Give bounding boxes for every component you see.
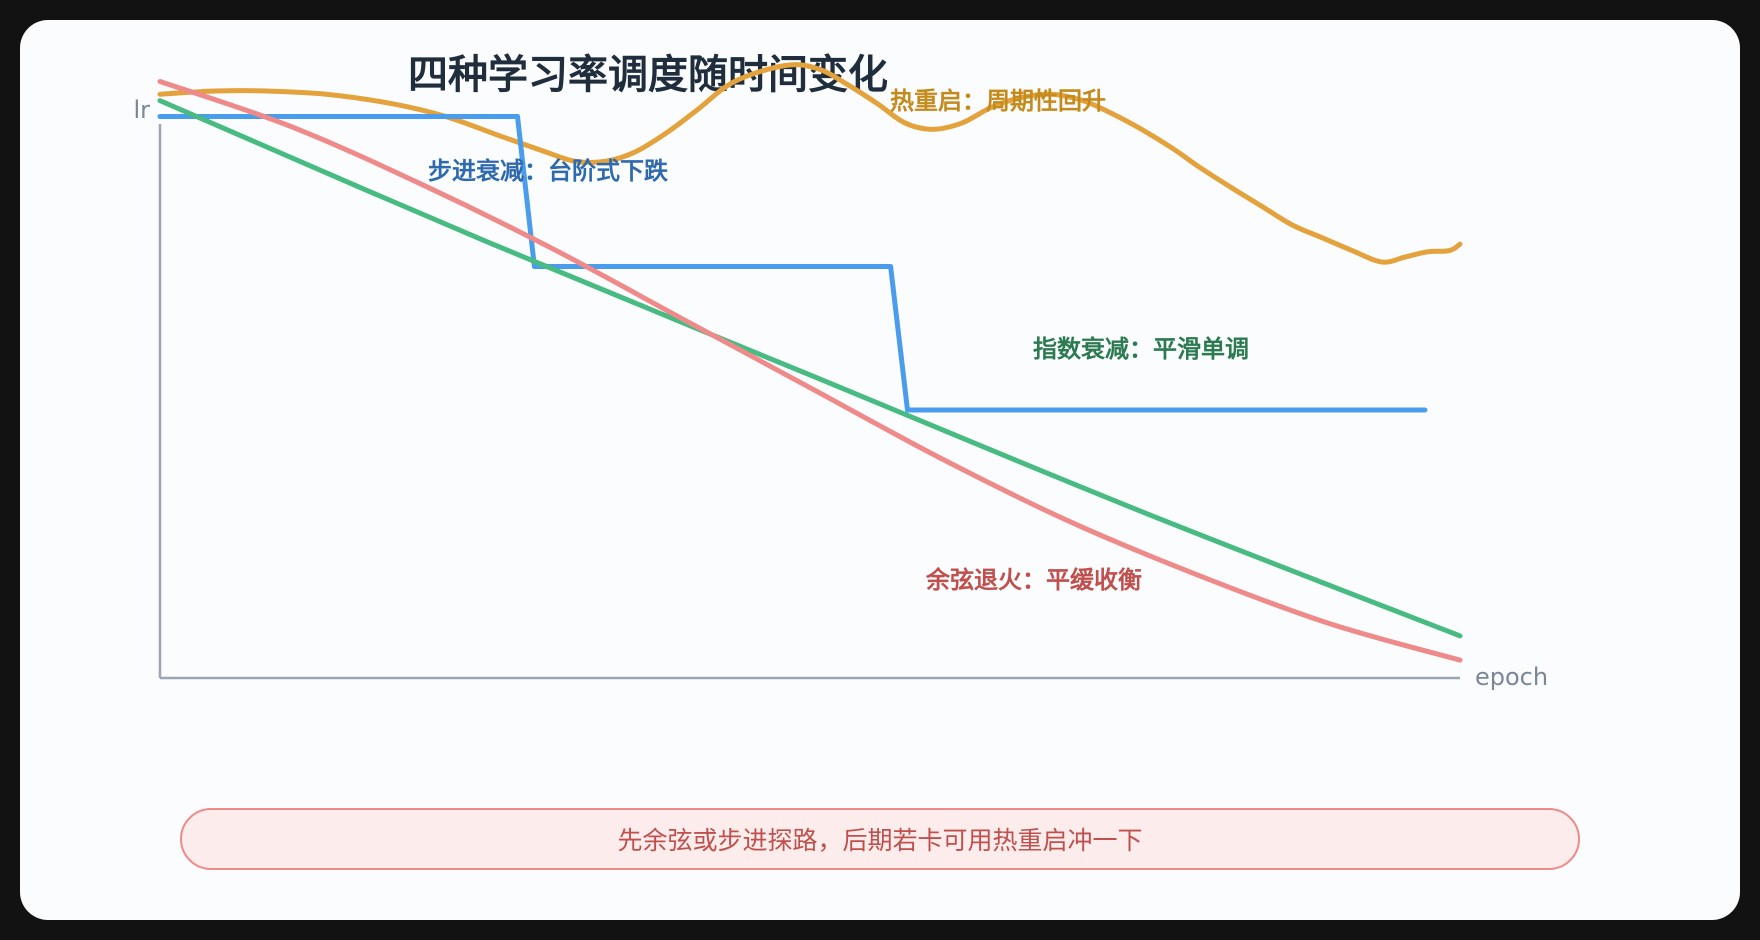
y-axis-label: lr [133,96,150,124]
annotation-step-decay: 步进衰减：台阶式下跌 [428,157,669,185]
series-line-step [157,114,1428,413]
x-axis-label: epoch [1475,663,1548,691]
footer-note: 先余弦或步进探路，后期若卡可用热重启冲一下 [180,808,1580,870]
chart-title: 四种学习率调度随时间变化 [408,52,888,98]
chart-card: 四种学习率调度随时间变化 lr epoch 热重启：周期性回升 步进衰减：台阶式… [20,20,1740,920]
learning-rate-chart: 四种学习率调度随时间变化 lr epoch 热重启：周期性回升 步进衰减：台阶式… [133,52,1548,691]
annotation-warm-restart: 热重启：周期性回升 [890,87,1106,115]
annotation-exponential-decay: 指数衰减：平滑单调 [1033,335,1249,363]
series-line-cosine [157,78,1463,663]
series-line-exponential [157,98,1463,639]
annotation-cosine-annealing: 余弦退火：平缓收衡 [925,566,1142,594]
series-line-warm-restart [157,62,1463,265]
